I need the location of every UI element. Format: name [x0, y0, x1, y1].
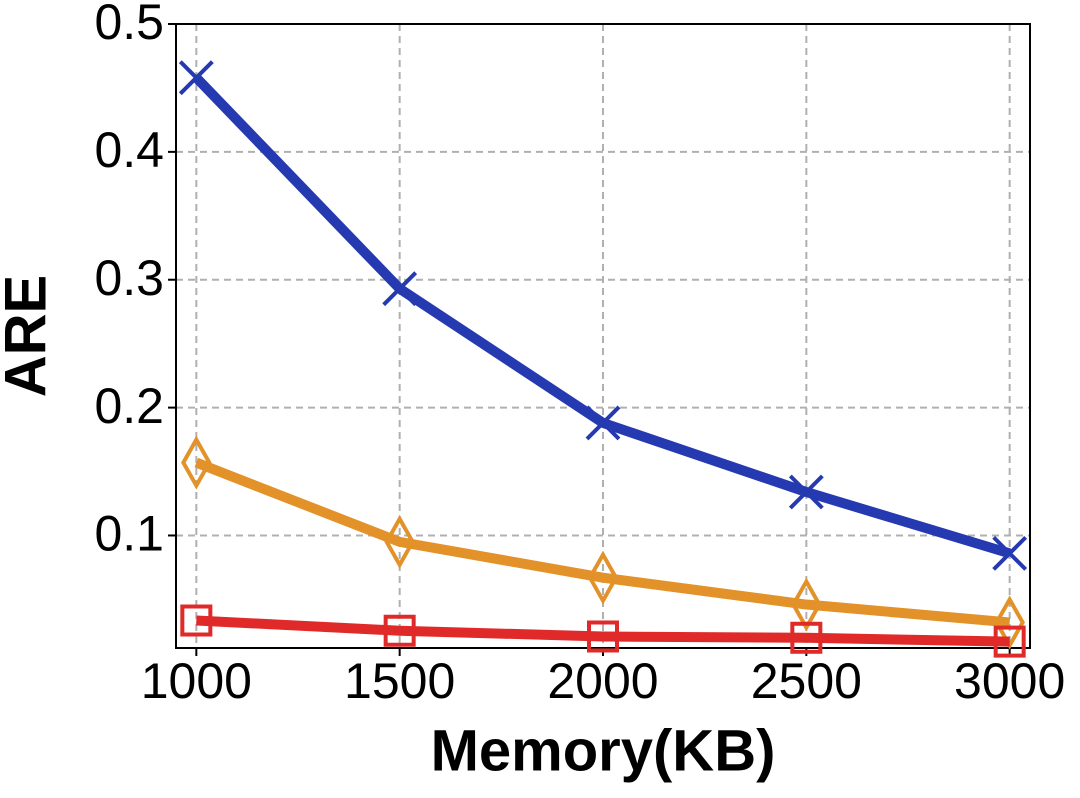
plot-frame — [175, 23, 1031, 649]
marker — [384, 514, 415, 569]
x-tick-label: 2500 — [751, 653, 862, 709]
y-tick-label: 0.3 — [94, 250, 164, 306]
y-tick-label: 0.1 — [94, 506, 164, 562]
marker — [791, 577, 822, 632]
marker — [587, 620, 619, 653]
x-axis-label: Memory(KB) — [431, 718, 776, 783]
series-line — [196, 615, 1010, 647]
y-tick-label: 0.5 — [94, 0, 164, 50]
x-tick-label: 1500 — [344, 653, 455, 709]
marker — [180, 604, 213, 637]
y-axis-label: ARE — [0, 275, 58, 397]
x-tick-label: 2000 — [547, 653, 658, 709]
series-line — [194, 457, 1011, 628]
marker — [178, 60, 214, 96]
y-tick-label: 0.4 — [94, 122, 164, 178]
marker — [382, 271, 418, 307]
marker — [993, 625, 1026, 658]
marker — [587, 550, 619, 605]
marker — [788, 474, 824, 510]
marker — [994, 595, 1025, 650]
x-tick-label: 3000 — [954, 653, 1065, 709]
x-tick-label: 1000 — [141, 653, 252, 709]
marker — [181, 435, 212, 490]
marker — [790, 621, 823, 654]
marker — [992, 535, 1028, 571]
marker — [585, 405, 621, 441]
marker — [383, 614, 416, 647]
y-tick-label: 0.2 — [94, 378, 164, 434]
